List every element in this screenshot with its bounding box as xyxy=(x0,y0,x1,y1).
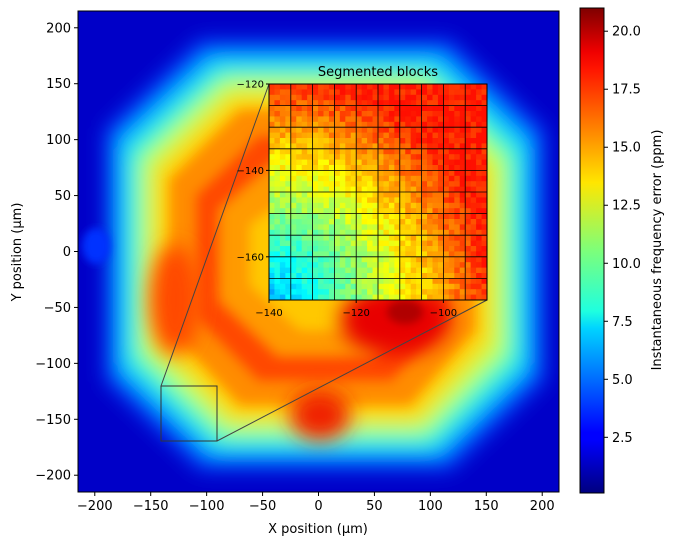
colorbar-ticks: 2.5 5.0 7.5 10.0 12.5 15.0 17.5 20.0 xyxy=(604,25,641,446)
y-tick-label: −100 xyxy=(35,357,71,372)
colorbar-tick-label: 15.0 xyxy=(612,141,641,156)
y-tick-label: 100 xyxy=(46,133,71,148)
inset-title: Segmented blocks xyxy=(318,65,438,80)
x-tick-label: −50 xyxy=(249,499,276,514)
x-tick-label: 100 xyxy=(418,499,443,514)
zoom-connector-top xyxy=(160,83,270,387)
x-tick-label: 0 xyxy=(314,499,322,514)
x-tick-label: 200 xyxy=(530,499,555,514)
colorbar-label: Instantaneous frequency error (ppm) xyxy=(650,130,665,371)
x-tick-label: −150 xyxy=(133,499,169,514)
y-tick-label: 0 xyxy=(63,245,71,260)
x-tick-label: 150 xyxy=(474,499,499,514)
inset-y-tick-label: −160 xyxy=(237,252,264,263)
colorbar-tick-label: 17.5 xyxy=(612,83,641,98)
y-tick-label: −50 xyxy=(44,301,71,316)
y-tick-label: −200 xyxy=(35,469,71,484)
inset-y-ticks: −160 −140 −120 xyxy=(237,80,269,263)
colorbar-tick-label: 2.5 xyxy=(612,431,633,446)
colorbar xyxy=(579,7,605,494)
y-tick-label: 50 xyxy=(54,189,71,204)
y-tick-label: 150 xyxy=(46,77,71,92)
inset-y-tick-label: −140 xyxy=(237,166,264,177)
y-tick-label: 200 xyxy=(46,21,71,36)
colorbar-tick-label: 5.0 xyxy=(612,373,633,388)
colorbar-tick-label: 12.5 xyxy=(612,199,641,214)
colorbar-tick-label: 10.0 xyxy=(612,257,641,272)
x-tick-label: −200 xyxy=(77,499,113,514)
main-x-ticks: −200 −150 −100 −50 0 50 100 150 200 xyxy=(77,492,555,514)
inset-y-tick-label: −120 xyxy=(237,80,264,91)
main-y-ticks: −200 −150 −100 −50 0 50 100 150 200 xyxy=(35,21,78,484)
x-tick-label: 50 xyxy=(366,499,383,514)
inset-x-tick-label: −140 xyxy=(255,308,282,319)
main-x-axis-label: X position (µm) xyxy=(268,522,368,537)
inset-x-tick-label: −120 xyxy=(342,308,369,319)
zoom-region-box xyxy=(160,385,218,442)
colorbar-tick-label: 20.0 xyxy=(612,25,641,40)
inset-x-ticks: −140 −120 −100 xyxy=(255,300,457,319)
inset-grid xyxy=(269,84,487,300)
main-y-axis-label: Y position (µm) xyxy=(10,203,25,303)
colorbar-tick-label: 7.5 xyxy=(612,315,633,330)
y-tick-label: −150 xyxy=(35,413,71,428)
inset-axes-frame xyxy=(268,83,488,301)
x-tick-label: −100 xyxy=(189,499,225,514)
zoom-connector-bottom xyxy=(216,299,488,442)
inset-x-tick-label: −100 xyxy=(430,308,457,319)
